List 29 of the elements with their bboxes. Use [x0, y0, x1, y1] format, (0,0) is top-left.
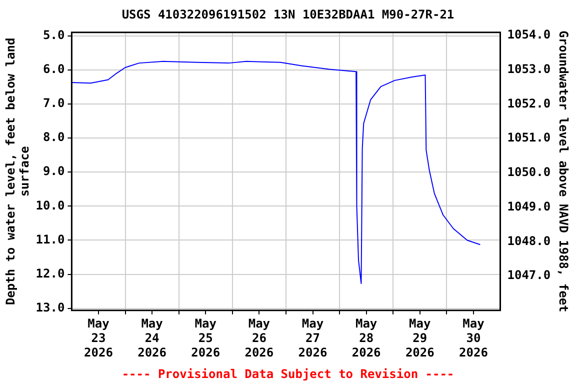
y2-tick-label: 1048.0	[507, 234, 551, 248]
x-tick-label: May 29 2026	[405, 316, 434, 360]
y-axis-title: Depth to water level, feet below land surface	[3, 38, 32, 306]
x-tick-label: May 28 2026	[352, 316, 381, 360]
chart-title: USGS 410322096191502 13N 10E32BDAA1 M90-27R-21	[122, 7, 454, 22]
y2-tick-label: 1054.0	[507, 28, 551, 42]
x-tick-label: May 30 2026	[459, 316, 488, 360]
y-tick-label: 6.0	[43, 62, 65, 76]
y2-tick-label: 1049.0	[507, 199, 551, 214]
y-tick-label: 9.0	[43, 164, 65, 178]
x-tick-label: May 26 2026	[244, 316, 274, 360]
y-tick-label: 13.0	[36, 300, 65, 314]
y2-tick-label: 1052.0	[507, 96, 551, 110]
y2-axis-title: Groundwater level above NAVD 1988, feet	[556, 30, 571, 312]
y2-tick-label: 1050.0	[507, 165, 551, 180]
y-tick-label: 5.0	[43, 28, 65, 42]
y-tick-label: 11.0	[36, 232, 65, 246]
y-tick-label: 7.0	[43, 96, 65, 110]
y2-tick-label: 1047.0	[507, 268, 551, 282]
x-tick-label: May 23 2026	[84, 316, 113, 360]
x-tick-label: May 24 2026	[138, 316, 167, 360]
y-tick-label: 10.0	[36, 198, 65, 212]
y-tick-label: 12.0	[36, 266, 65, 280]
y-tick-label: 8.0	[43, 130, 65, 144]
x-tick-label: May 25 2026	[191, 316, 220, 360]
x-tick-label: May 27 2026	[298, 316, 328, 360]
text: ---- Provisional Data Subject to Revision ----	[122, 366, 454, 381]
y2-tick-label: 1053.0	[507, 62, 551, 76]
y2-tick-label: 1051.0	[507, 130, 551, 145]
